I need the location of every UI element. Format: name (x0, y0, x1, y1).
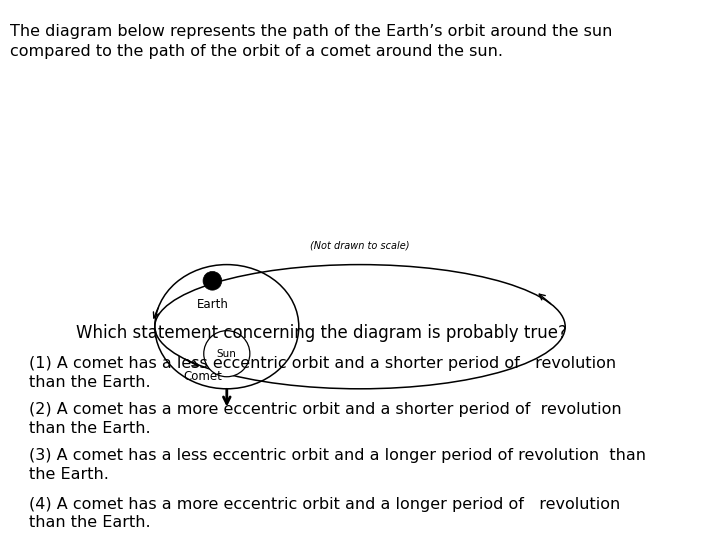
Text: (4) A comet has a more eccentric orbit and a longer period of   revolution
than : (4) A comet has a more eccentric orbit a… (29, 497, 620, 530)
Text: (3) A comet has a less eccentric orbit and a longer period of revolution  than
t: (3) A comet has a less eccentric orbit a… (29, 448, 646, 482)
Circle shape (203, 272, 222, 290)
Text: (1) A comet has a less eccentric orbit and a shorter period of   revolution
than: (1) A comet has a less eccentric orbit a… (29, 356, 616, 390)
Text: (Not drawn to scale): (Not drawn to scale) (310, 241, 410, 251)
Text: Comet: Comet (183, 370, 222, 383)
Circle shape (204, 330, 250, 377)
Text: The diagram below represents the path of the Earth’s orbit around the sun
compar: The diagram below represents the path of… (10, 24, 613, 58)
Text: (2) A comet has a more eccentric orbit and a shorter period of  revolution
than : (2) A comet has a more eccentric orbit a… (29, 402, 621, 436)
Text: Which statement concerning the diagram is probably true?: Which statement concerning the diagram i… (76, 324, 567, 342)
Text: Sun: Sun (217, 349, 237, 359)
Text: Earth: Earth (197, 298, 228, 311)
